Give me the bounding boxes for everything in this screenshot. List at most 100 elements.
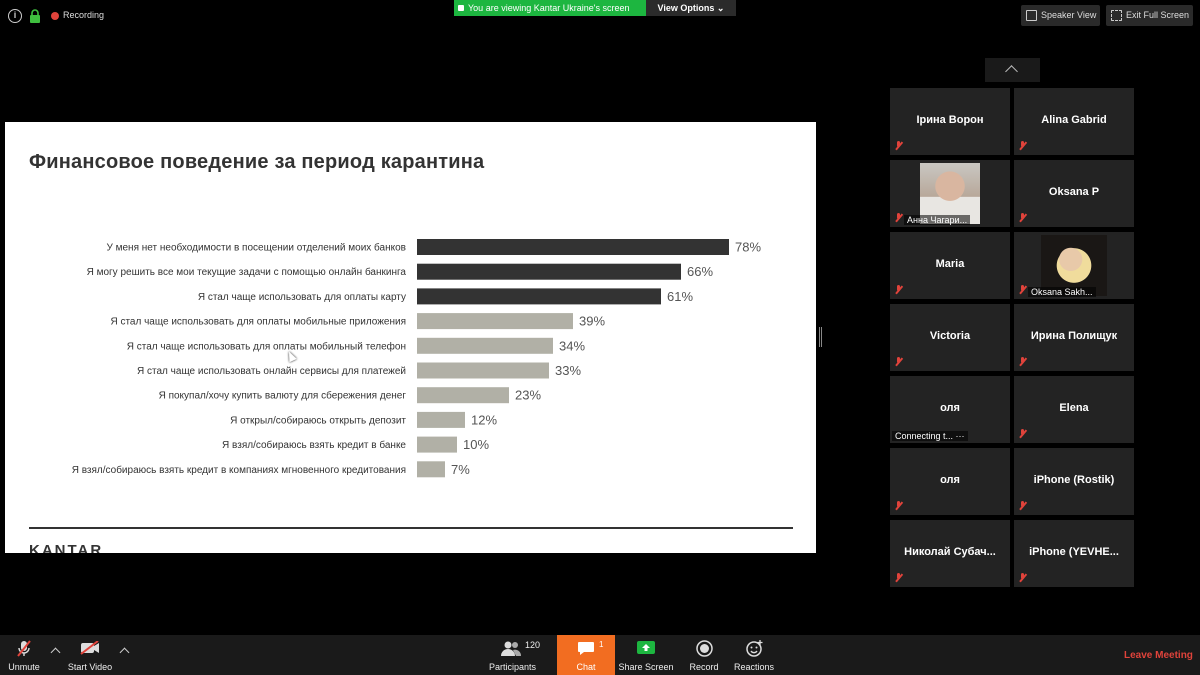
participant-tile[interactable]: оля Connecting t... ··· bbox=[890, 376, 1010, 443]
audio-options-caret-icon[interactable] bbox=[50, 647, 61, 658]
participant-name: Oksana P bbox=[1048, 186, 1100, 198]
muted-mic-icon bbox=[1018, 501, 1027, 510]
screen-share-icon bbox=[458, 5, 464, 11]
participant-name: Ірина Ворон bbox=[916, 114, 984, 126]
muted-mic-icon bbox=[894, 357, 903, 366]
category-label: У меня нет необходимости в посещении отд… bbox=[106, 242, 406, 254]
recording-dot-icon bbox=[51, 12, 59, 20]
start-video-label: Start Video bbox=[67, 662, 113, 672]
bar-chart: У меня нет необходимости в посещении отд… bbox=[72, 239, 761, 478]
bar bbox=[417, 263, 681, 280]
value-label: 66% bbox=[687, 264, 713, 279]
record-icon bbox=[696, 640, 713, 657]
participant-tile[interactable]: Ирина Полищук bbox=[1014, 304, 1134, 371]
start-video-button[interactable]: Start Video bbox=[64, 635, 116, 675]
participant-tile[interactable]: iPhone (Rostik) bbox=[1014, 448, 1134, 515]
participant-tile[interactable]: Alina Gabrid bbox=[1014, 88, 1134, 155]
shared-screen: Финансовое поведение за период карантина… bbox=[5, 122, 816, 553]
muted-mic-icon bbox=[894, 141, 903, 150]
value-label: 78% bbox=[735, 240, 761, 255]
speaker-view-label: Speaker View bbox=[1041, 10, 1097, 20]
participant-video bbox=[920, 163, 980, 224]
bar bbox=[417, 288, 661, 305]
bar bbox=[417, 337, 553, 354]
participant-name: Victoria bbox=[929, 330, 971, 342]
value-label: 61% bbox=[667, 289, 693, 304]
participant-tile[interactable]: оля bbox=[890, 448, 1010, 515]
category-label: Я открыл/собираюсь открыть депозит bbox=[230, 414, 406, 426]
participant-tile[interactable]: Ірина Ворон bbox=[890, 88, 1010, 155]
slide-title: Финансовое поведение за период карантина bbox=[29, 151, 485, 173]
participant-name: оля bbox=[940, 402, 960, 414]
category-label: Я стал чаще использовать для оплаты карт… bbox=[198, 292, 406, 303]
gallery-scroll-up-button[interactable] bbox=[985, 58, 1040, 82]
chat-label: Chat bbox=[576, 662, 596, 672]
viewing-banner-text: You are viewing Kantar Ukraine's screen bbox=[468, 3, 630, 13]
view-options-button[interactable]: View Options ⌄ bbox=[646, 0, 736, 16]
participant-name: Николай Субач... bbox=[904, 546, 996, 558]
meeting-toolbar: Unmute Start Video 120 Participants 1 Ch… bbox=[0, 635, 1200, 675]
meeting-top-bar: i Recording You are viewing Kantar Ukrai… bbox=[0, 0, 1200, 32]
participant-caption: Анна Чагари... bbox=[904, 215, 971, 225]
video-off-icon bbox=[80, 641, 99, 655]
slide-divider bbox=[29, 527, 793, 529]
leave-meeting-button[interactable]: Leave Meeting bbox=[1124, 650, 1193, 661]
value-label: 7% bbox=[451, 462, 470, 477]
category-label: Я взял/собираюсь взять кредит в компания… bbox=[72, 464, 406, 476]
video-options-caret-icon[interactable] bbox=[119, 647, 130, 658]
muted-mic-icon bbox=[894, 213, 903, 222]
share-screen-button[interactable]: Share Screen bbox=[618, 635, 674, 675]
category-label: Я стал чаще использовать онлайн сервисы … bbox=[137, 366, 406, 377]
participant-name: Alina Gabrid bbox=[1041, 114, 1107, 126]
record-button[interactable]: Record bbox=[686, 635, 722, 675]
bar bbox=[417, 313, 573, 330]
category-label: Я стал чаще использовать для оплаты моби… bbox=[110, 316, 406, 328]
chevron-up-icon bbox=[1005, 65, 1018, 78]
bar bbox=[417, 387, 509, 404]
muted-mic-icon bbox=[1018, 213, 1027, 222]
participant-tile[interactable]: Elena bbox=[1014, 376, 1134, 443]
resize-splitter[interactable] bbox=[819, 327, 822, 347]
lock-icon[interactable] bbox=[29, 9, 43, 23]
participant-tile[interactable]: Oksana P bbox=[1014, 160, 1134, 227]
participants-icon bbox=[501, 641, 522, 656]
category-label: Я могу решить все мои текущие задачи с п… bbox=[87, 266, 407, 278]
participant-tile[interactable]: Анна Чагари... bbox=[890, 160, 1010, 227]
record-label: Record bbox=[689, 662, 719, 672]
share-screen-label: Share Screen bbox=[618, 662, 674, 672]
category-label: Я покупал/хочу купить валюту для сбереже… bbox=[159, 390, 407, 402]
participants-count: 120 bbox=[525, 640, 541, 650]
exit-fullscreen-button[interactable]: Exit Full Screen bbox=[1106, 5, 1193, 26]
share-screen-icon bbox=[637, 641, 655, 654]
participant-caption: Oksana Sakh... bbox=[1028, 287, 1096, 297]
muted-mic-icon bbox=[1018, 357, 1027, 366]
muted-mic-icon bbox=[1018, 573, 1027, 582]
participant-name: Ирина Полищук bbox=[1030, 330, 1118, 342]
participant-name: Elena bbox=[1059, 402, 1089, 414]
info-icon[interactable]: i bbox=[8, 9, 22, 23]
participant-tile[interactable]: Victoria bbox=[890, 304, 1010, 371]
participants-button[interactable]: 120 Participants bbox=[485, 635, 540, 675]
speaker-view-button[interactable]: Speaker View bbox=[1021, 5, 1100, 26]
participant-name: iPhone (YEVHE... bbox=[1029, 546, 1119, 558]
participant-tile[interactable]: Николай Субач... bbox=[890, 520, 1010, 587]
participant-tile[interactable]: iPhone (YEVHE... bbox=[1014, 520, 1134, 587]
chat-badge: 1 bbox=[599, 640, 604, 649]
participant-video bbox=[1041, 235, 1107, 296]
unmute-button[interactable]: Unmute bbox=[0, 635, 48, 675]
value-label: 34% bbox=[559, 338, 585, 353]
value-label: 39% bbox=[579, 314, 605, 329]
bar bbox=[417, 362, 549, 379]
bar bbox=[417, 239, 729, 255]
participant-tile[interactable]: Maria bbox=[890, 232, 1010, 299]
exit-fullscreen-icon bbox=[1111, 10, 1122, 21]
muted-mic-icon bbox=[1018, 285, 1027, 294]
value-label: 10% bbox=[463, 437, 489, 452]
reactions-button[interactable]: Reactions bbox=[732, 635, 776, 675]
participant-tile[interactable]: Oksana Sakh... bbox=[1014, 232, 1134, 299]
bar bbox=[417, 411, 465, 428]
chat-button[interactable]: 1 Chat bbox=[557, 635, 615, 675]
speaker-view-icon bbox=[1026, 10, 1037, 21]
exit-fullscreen-label: Exit Full Screen bbox=[1126, 10, 1190, 20]
muted-mic-icon bbox=[1018, 141, 1027, 150]
